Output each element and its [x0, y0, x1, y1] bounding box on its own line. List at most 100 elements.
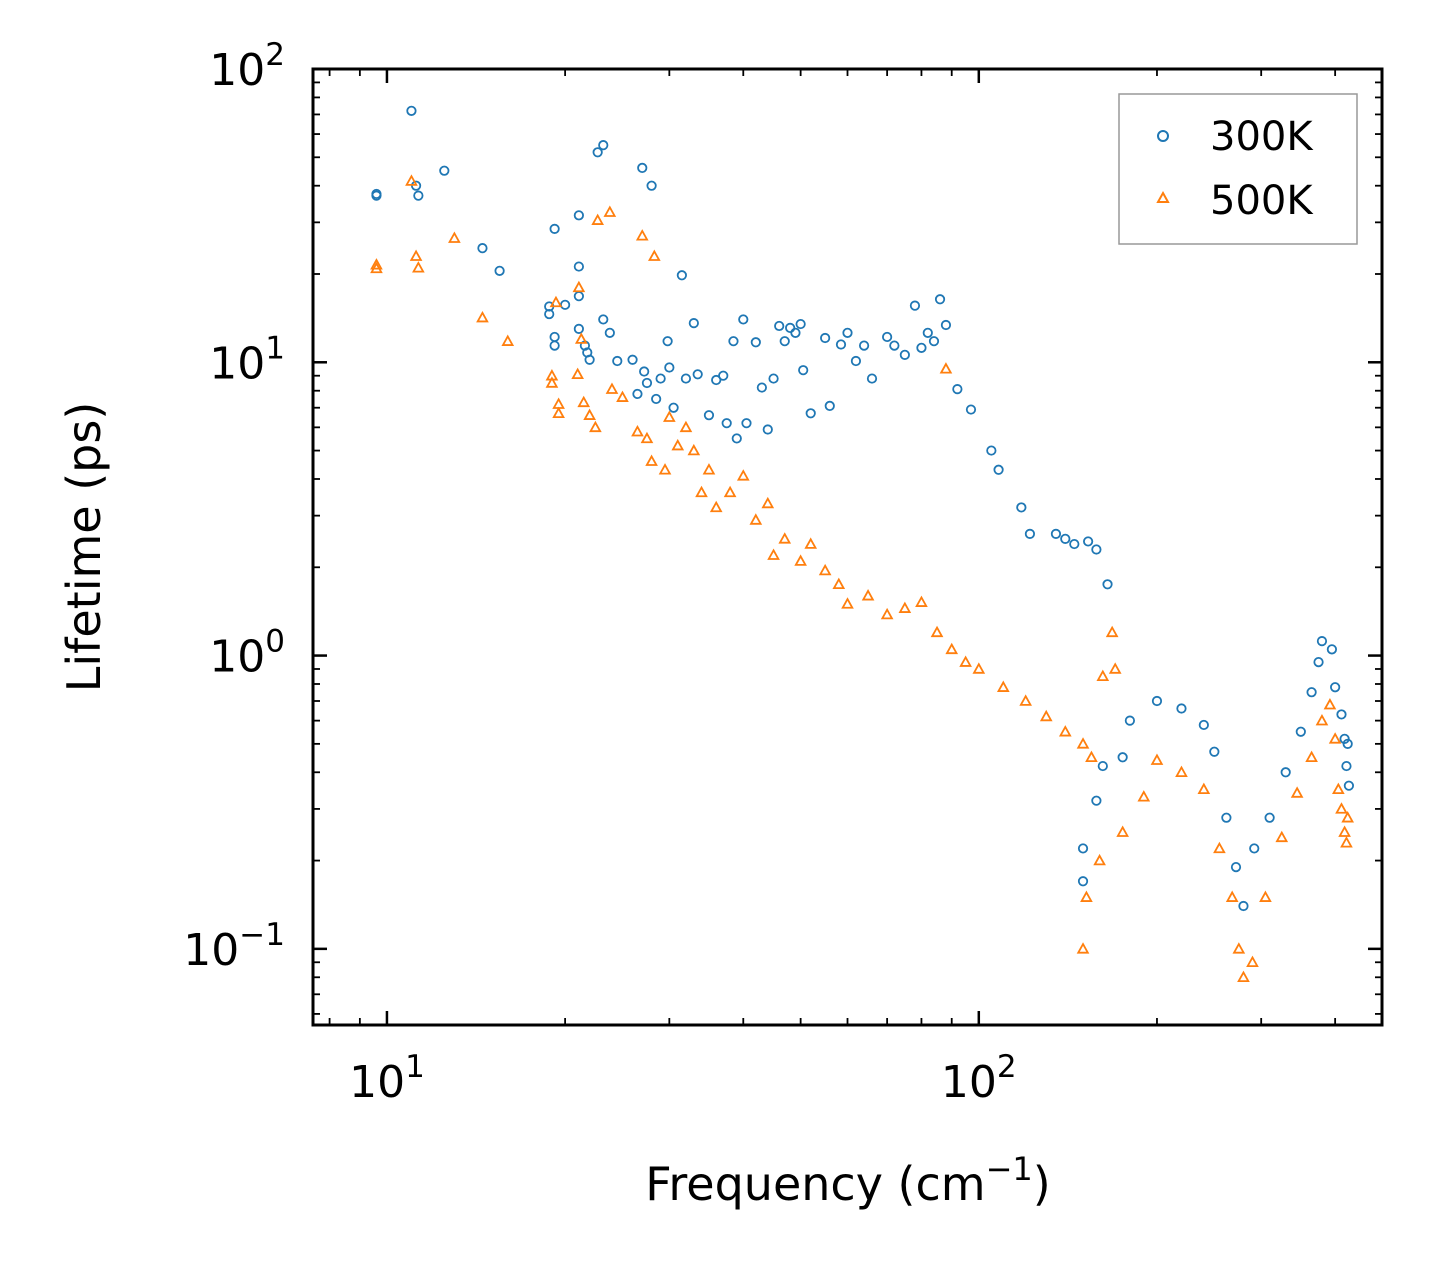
point-500K-42 [794, 554, 807, 566]
point-300K-98 [1221, 812, 1232, 823]
x-axis-label: Frequency (cm−1) [645, 1150, 1050, 1211]
point-300K-108 [1326, 644, 1338, 655]
point-300K-56 [790, 327, 801, 338]
point-300K-73 [928, 336, 940, 347]
point-500K-49 [898, 601, 912, 613]
point-300K-45 [728, 336, 739, 347]
point-300K-112 [1341, 760, 1352, 772]
point-500K-67 [1093, 853, 1106, 866]
plot-frame [311, 67, 1384, 1027]
point-500K-45 [832, 577, 846, 590]
point-300K-71 [916, 342, 927, 353]
point-300K-94 [1151, 695, 1163, 707]
point-500K-35 [709, 500, 723, 513]
point-500K-64 [1108, 662, 1122, 674]
point-500K-74 [1225, 890, 1239, 902]
point-500K-54 [959, 655, 972, 667]
point-300K-113 [1342, 738, 1353, 749]
point-300K-107 [1316, 636, 1328, 647]
point-500K-71 [1175, 765, 1188, 778]
point-300K-35 [664, 362, 675, 373]
legend: 300K 500K [1118, 93, 1358, 245]
point-300K-96 [1198, 719, 1209, 731]
point-300K-24 [604, 327, 615, 338]
point-300K-9 [544, 308, 555, 320]
point-300K-59 [805, 408, 816, 419]
point-300K-63 [842, 327, 853, 338]
point-300K-90 [1091, 795, 1102, 806]
point-300K-84 [1069, 538, 1080, 550]
point-500K-31 [679, 420, 693, 433]
point-300K-67 [882, 331, 893, 343]
point-300K-114 [1343, 780, 1354, 791]
y-tick-label-10: 101 [209, 330, 285, 389]
point-500K-81 [1305, 750, 1318, 763]
point-300K-80 [1016, 502, 1027, 513]
point-500K-68 [1116, 825, 1129, 837]
point-300K-68 [889, 340, 900, 351]
point-500K-63 [1105, 625, 1119, 638]
point-300K-53 [774, 320, 785, 332]
point-500K-44 [818, 563, 832, 576]
point-300K-95 [1176, 703, 1187, 714]
point-300K-79 [993, 464, 1004, 475]
point-500K-43 [804, 537, 818, 549]
point-300K-105 [1306, 687, 1317, 698]
point-300K-12 [549, 340, 560, 351]
point-300K-54 [779, 336, 790, 347]
point-500K-38 [749, 513, 763, 525]
scatter-layer [370, 105, 1355, 983]
point-500K-79 [1275, 830, 1289, 843]
point-500K-86 [1335, 802, 1348, 814]
point-500K-61 [1085, 750, 1098, 763]
point-500K-72 [1197, 782, 1211, 795]
point-500K-57 [1019, 694, 1032, 706]
point-500K-7 [501, 334, 515, 346]
legend-marker-500k [1156, 190, 1170, 203]
legend-marker-300k [1157, 130, 1169, 142]
point-300K-72 [922, 327, 933, 338]
point-500K-59 [1058, 725, 1072, 737]
point-500K-48 [880, 607, 894, 620]
y-axis-label: Lifetime (ps) [57, 402, 111, 693]
point-300K-110 [1336, 709, 1347, 720]
point-300K-34 [662, 336, 673, 347]
point-300K-2 [406, 105, 417, 116]
point-300K-38 [680, 373, 692, 384]
legend-label-500k: 500K [1210, 178, 1314, 224]
point-500K-28 [658, 463, 672, 475]
point-300K-43 [718, 370, 729, 381]
legend-label-300k: 300K [1210, 114, 1314, 160]
point-300K-22 [598, 314, 609, 325]
point-300K-83 [1060, 533, 1071, 544]
point-500K-39 [761, 496, 775, 509]
point-500K-26 [645, 454, 658, 466]
point-500K-25 [640, 431, 654, 444]
point-300K-78 [986, 445, 997, 456]
point-500K-52 [939, 362, 953, 374]
point-500K-10 [549, 295, 563, 308]
point-500K-2 [405, 174, 418, 186]
point-300K-82 [1050, 528, 1062, 539]
point-500K-33 [695, 485, 708, 498]
point-300K-57 [795, 318, 806, 330]
point-500K-18 [589, 420, 602, 433]
point-500K-32 [687, 443, 701, 456]
point-300K-7 [494, 265, 505, 276]
point-300K-58 [798, 365, 809, 376]
point-300K-47 [738, 314, 749, 325]
x-tick-label-100: 102 [941, 1049, 1017, 1108]
point-300K-97 [1209, 746, 1220, 757]
point-300K-5 [439, 165, 450, 176]
point-300K-102 [1264, 812, 1275, 823]
point-300K-32 [651, 393, 662, 405]
point-300K-85 [1083, 536, 1094, 547]
point-300K-64 [850, 355, 862, 367]
point-500K-21 [605, 382, 619, 394]
legend-frame [1118, 93, 1358, 245]
point-300K-87 [1102, 579, 1113, 590]
point-500K-23 [631, 425, 644, 437]
point-300K-30 [641, 377, 653, 389]
point-500K-53 [945, 642, 959, 655]
point-300K-100 [1238, 900, 1249, 912]
